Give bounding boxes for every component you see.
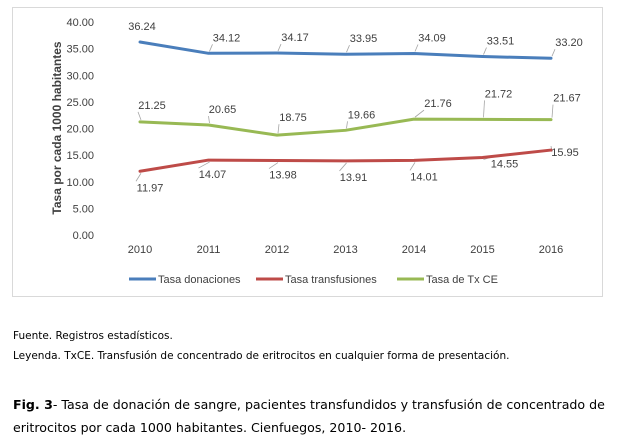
y-tick-label: 15.00 — [66, 150, 94, 162]
data-label: 34.17 — [281, 32, 309, 44]
data-label: 13.98 — [269, 170, 297, 182]
series-lines — [138, 40, 553, 173]
x-tick-label: 2011 — [197, 244, 221, 256]
figure-number: Fig. 3 — [13, 397, 53, 412]
data-label: 20.65 — [209, 104, 237, 116]
leader-line — [346, 45, 350, 53]
x-tick-label: 2010 — [128, 244, 152, 256]
leader-line — [209, 44, 213, 52]
leader-line — [551, 104, 554, 118]
y-tick-label: 40.00 — [66, 17, 94, 29]
x-tick-label: 2012 — [265, 244, 289, 256]
leader-line — [483, 47, 487, 55]
data-label: 21.72 — [485, 88, 513, 100]
data-label: 15.95 — [551, 147, 579, 159]
data-label: 19.66 — [348, 109, 376, 121]
legend-label: Tasa transfusiones — [285, 274, 377, 286]
y-tick-label: 0.00 — [73, 230, 94, 242]
source-note: Fuente. Registros estadísticos. — [13, 330, 173, 342]
leader-line — [198, 161, 210, 169]
x-tick-label: 2016 — [539, 244, 563, 256]
leader-line — [414, 44, 419, 52]
data-label: 33.95 — [350, 33, 378, 45]
y-tick-label: 10.00 — [66, 177, 94, 189]
leader-line — [277, 43, 282, 52]
series-line — [138, 40, 553, 60]
abbreviation-note: Leyenda. TxCE. Transfusión de concentrad… — [13, 350, 510, 362]
y-tick-label: 20.00 — [66, 124, 94, 136]
chart-container: 0.00 5.00 10.00 15.00 20.00 25.00 30.00 35.00 40… — [12, 7, 603, 297]
data-label: 18.75 — [279, 112, 307, 124]
data-labels: 36.24 34.12 34.17 33.95 34.09 33.51 33.20 11.97… — [128, 21, 583, 194]
data-label: 21.25 — [138, 100, 166, 112]
data-label: 21.67 — [553, 93, 581, 105]
legend-label: Tasa de Tx CE — [426, 274, 498, 286]
x-tick-label: 2015 — [470, 244, 494, 256]
data-label: 14.07 — [199, 169, 227, 181]
x-tick-label: 2013 — [333, 244, 357, 256]
series-line — [138, 148, 553, 173]
leader-line — [135, 173, 142, 182]
data-label: 11.97 — [137, 182, 164, 194]
data-label: 36.24 — [128, 21, 156, 33]
leader-line — [137, 111, 142, 120]
data-label: 34.12 — [213, 32, 241, 44]
leader-line — [414, 109, 425, 118]
line-chart: 0.00 5.00 10.00 15.00 20.00 25.00 30.00 35.00 40… — [50, 17, 583, 286]
leader-line — [551, 49, 556, 57]
leader-line — [483, 100, 485, 118]
data-label: 34.09 — [418, 32, 446, 44]
y-axis-ticks: 0.00 5.00 10.00 15.00 20.00 25.00 30.00 35.00 40… — [66, 17, 94, 242]
y-tick-label: 35.00 — [66, 44, 94, 56]
leader-line — [208, 115, 210, 124]
y-axis-title: Tasa por cada 1000 habitantes — [50, 41, 64, 215]
data-label: 13.91 — [340, 172, 368, 184]
data-label: 21.76 — [424, 98, 452, 110]
legend: Tasa donaciones Tasa transfusiones Tasa de… — [129, 274, 498, 286]
data-label: 14.55 — [491, 159, 519, 171]
leader-line — [277, 124, 280, 134]
data-label: 14.01 — [410, 171, 438, 183]
data-label: 33.51 — [487, 36, 515, 48]
y-tick-label: 5.00 — [73, 203, 94, 215]
leader-line — [268, 162, 279, 169]
series-line — [138, 117, 553, 137]
leader-line — [339, 162, 347, 172]
x-axis-ticks: 2010 2011 2012 2013 2014 2015 2016 — [128, 244, 563, 256]
x-tick-label: 2014 — [402, 244, 426, 256]
figure-caption-text: - Tasa de donación de sangre, pacientes … — [13, 397, 605, 435]
y-tick-label: 25.00 — [66, 97, 94, 109]
leader-line — [409, 162, 416, 171]
y-tick-label: 30.00 — [66, 70, 94, 82]
leader-line — [346, 121, 348, 129]
data-label: 33.20 — [555, 37, 583, 49]
legend-label: Tasa donaciones — [158, 274, 241, 286]
figure-caption: Fig. 3- Tasa de donación de sangre, paci… — [13, 393, 613, 439]
